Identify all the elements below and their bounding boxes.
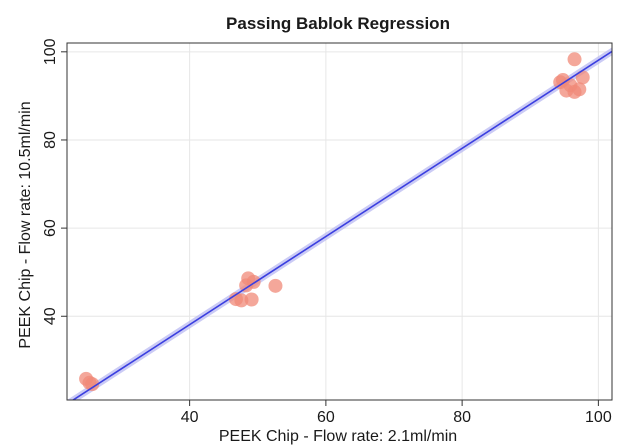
y-axis-label: PEEK Chip - Flow rate: 10.5ml/min	[17, 101, 34, 348]
y-tick-label: 40	[42, 307, 59, 325]
plot-frame	[66, 42, 613, 401]
data-point	[575, 70, 590, 85]
data-point	[567, 52, 582, 67]
y-tick-label: 60	[42, 219, 59, 237]
data-point	[85, 377, 100, 392]
data-point	[234, 293, 249, 308]
y-tick-label: 80	[42, 131, 59, 149]
data-point	[268, 278, 283, 293]
data-point	[572, 82, 587, 97]
data-point	[244, 292, 259, 307]
plot-content	[67, 47, 612, 400]
x-tick-label: 60	[317, 409, 335, 426]
x-tick-label: 80	[453, 409, 471, 426]
x-axis-label: PEEK Chip - Flow rate: 2.1ml/min	[219, 428, 457, 445]
chart-title: Passing Bablok Regression	[226, 14, 450, 33]
confidence-band	[67, 47, 612, 400]
y-tick-label: 100	[42, 38, 59, 65]
x-tick-label: 40	[181, 409, 199, 426]
x-tick-label: 100	[585, 409, 612, 426]
plot-area: 40 60 80 100 40 60 80 100	[42, 38, 613, 426]
regression-line	[71, 50, 612, 400]
